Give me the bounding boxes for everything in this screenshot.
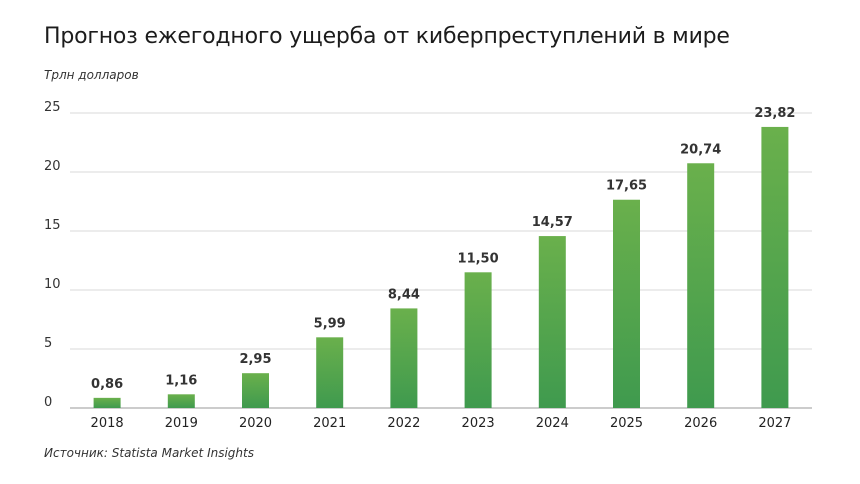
data-label: 1,16	[165, 373, 197, 388]
data-label: 5,99	[314, 316, 346, 331]
y-tick-label: 10	[44, 277, 61, 292]
bar-2019	[167, 394, 195, 408]
data-labels: 0,86 1,16 2,95 5,99 8,44 11,50 14,57 17,65 20,74…	[91, 106, 795, 392]
x-tick-label: 2022	[387, 416, 420, 431]
source-note: Источник: Statista Market Insights	[44, 446, 254, 460]
x-axis-ticks: 2018 2019 2020 2021 2022 2023 2024 2025 2026 2027	[91, 416, 792, 431]
chart-title: Прогноз ежегодного ущерба от киберпресту…	[44, 24, 730, 49]
y-axis-ticks: 0 5 10 15 20 25	[44, 100, 61, 410]
bar-2027	[761, 126, 789, 408]
x-tick-label: 2020	[239, 416, 272, 431]
data-label: 20,74	[680, 142, 721, 157]
x-tick-label: 2021	[313, 416, 346, 431]
x-tick-label: 2025	[610, 416, 643, 431]
x-tick-label: 2019	[165, 416, 198, 431]
bar-2022	[390, 308, 418, 408]
data-label: 0,86	[91, 377, 123, 392]
y-tick-label: 5	[44, 336, 52, 351]
bar-2018	[93, 397, 121, 408]
bar-2020	[242, 373, 269, 408]
data-label: 2,95	[239, 352, 271, 367]
data-label: 23,82	[754, 106, 795, 121]
bar-2024	[538, 236, 566, 408]
y-tick-label: 25	[44, 100, 61, 115]
bar-2025	[613, 199, 640, 408]
y-tick-label: 20	[44, 159, 61, 174]
data-label: 17,65	[606, 179, 647, 194]
data-label: 11,50	[458, 251, 499, 266]
x-tick-label: 2027	[758, 416, 791, 431]
bar-2021	[316, 337, 344, 408]
bar-2023	[464, 272, 492, 408]
data-label: 8,44	[388, 287, 420, 302]
x-tick-label: 2024	[536, 416, 569, 431]
y-tick-label: 0	[44, 395, 52, 410]
x-tick-label: 2023	[462, 416, 495, 431]
bars	[93, 126, 789, 408]
x-tick-label: 2026	[684, 416, 717, 431]
y-tick-label: 15	[44, 218, 61, 233]
data-label: 14,57	[532, 215, 573, 230]
x-tick-label: 2018	[91, 416, 124, 431]
bar-2026	[687, 163, 715, 408]
y-axis-unit-label: Трлн долларов	[44, 68, 139, 82]
